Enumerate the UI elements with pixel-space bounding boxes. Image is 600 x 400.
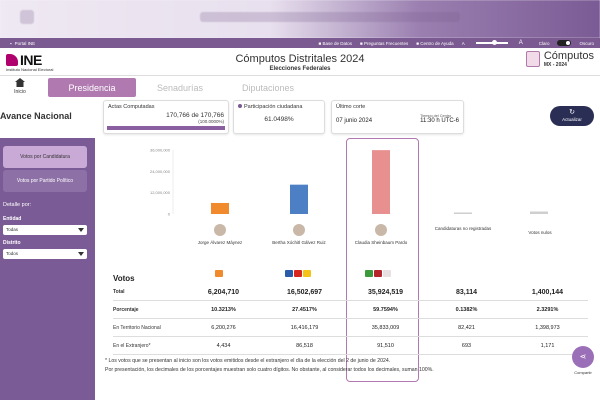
link-preguntas[interactable]: ■ Preguntas Frecuentes: [360, 40, 409, 46]
btn-votos-candidatura[interactable]: Votos por Candidatura: [3, 146, 87, 168]
computos-icon: [525, 51, 540, 67]
tab-diputaciones[interactable]: Diputaciones: [241, 82, 295, 93]
refresh-icon: ↻: [569, 109, 575, 116]
bar-1: [290, 184, 308, 214]
page-subtitle: Elecciones Federales: [269, 66, 331, 72]
corte-card: Último corte 07 junio 2024 Tiempo del Ce…: [331, 100, 464, 134]
table-row: Total 6,204,710 16,502,697 35,924,519 83,11…: [113, 284, 588, 301]
sidebar: Votos por Candidatura Votos por Partido …: [0, 138, 95, 400]
home-icon: [15, 78, 25, 87]
bar-0: [211, 202, 229, 214]
winner-highlight: [346, 138, 419, 382]
candidate-name: Jorge Álvarez Máynez: [197, 240, 243, 245]
top-utility-bar: ▪ Portal INE ■ Base de Datos ■ Preguntas…: [0, 38, 600, 48]
section-title: Avance Nacional: [0, 111, 72, 121]
chevron-down-icon: [78, 228, 84, 232]
actas-card: Actas Computadas 170,766 de 170,766 (100…: [103, 100, 229, 134]
blurred-bar: [200, 12, 460, 22]
entidad-select[interactable]: Todas: [3, 225, 87, 235]
table-row: En el Extranjero* 4,434 86,518 91,510 693 1,…: [113, 338, 588, 355]
candidate-name: Claudia Sheinbaum Pardo: [354, 240, 408, 245]
ine-logo[interactable]: INE Instituto Nacional Electoral: [6, 52, 54, 72]
actas-pct: (100.0000%): [198, 119, 224, 124]
footnote: Por presentación, los decimales de los p…: [105, 367, 434, 373]
candidate-name: Votos nulos: [528, 230, 552, 235]
y-tick-label: 0: [168, 212, 171, 217]
party-logos-mc: [215, 270, 223, 277]
table-row: En Territorio Nacional 6,200,276 16,416,1…: [113, 320, 588, 337]
share-icon: ⋖: [579, 352, 587, 361]
actas-value: 170,766 de 170,766: [166, 112, 224, 119]
font-size-large[interactable]: A: [518, 40, 523, 46]
y-tick-label: 36,000,000: [150, 148, 171, 153]
blurred-browser-area: [0, 0, 600, 38]
link-ayuda[interactable]: ■ Centro de Ayuda: [416, 40, 454, 46]
status-panel: Avance Nacional Actas Computadas 170,766…: [0, 98, 600, 138]
corte-hora: 11:30 h UTC-6: [420, 118, 459, 124]
theme-dark-label: Oscuro: [579, 40, 594, 46]
participacion-value: 61.0498%: [264, 116, 294, 123]
party-logos-fxm: [285, 270, 311, 277]
participacion-card: Participación ciudadana 61.0498%: [233, 100, 325, 134]
theme-light-label: Claro: [538, 40, 550, 46]
candidate-name: Candidaturas no registradas: [434, 226, 492, 231]
home-button[interactable]: Inicio: [6, 78, 34, 95]
bar-chart: 36,000,000 24,000,000 12,000,000 0: [150, 148, 548, 217]
portal-icon: ▪: [10, 40, 12, 46]
distrito-select[interactable]: Todos: [3, 249, 87, 259]
bar-4: [530, 211, 548, 214]
share-label: Compartir: [574, 370, 592, 375]
main-nav: Inicio Presidencia Senadurías Diputacion…: [0, 76, 600, 98]
main-content: 36,000,000 24,000,000 12,000,000 0 Jorge Ál…: [95, 138, 600, 400]
header: INE Instituto Nacional Electoral Cómputo…: [0, 48, 600, 76]
table-title: Votos: [113, 274, 135, 283]
corte-fecha: 07 junio 2024: [336, 118, 373, 124]
btn-votos-partido[interactable]: Votos por Partido Político: [3, 170, 87, 192]
avatar-maynez: [214, 224, 226, 236]
candidate-name: Bertha Xóchitl Gálvez Ruiz: [272, 240, 326, 245]
font-size-small[interactable]: A: [461, 40, 465, 46]
bar-3: [454, 212, 472, 214]
page-title: Cómputos Distritales 2024: [235, 53, 365, 65]
update-button[interactable]: ↻ Actualizar: [550, 106, 594, 126]
table-row: Porcentaje 10.3213% 27.4517% 59.7594% 0.138…: [113, 302, 588, 319]
bar-2: [372, 150, 390, 214]
entidad-label: Entidad: [3, 216, 22, 222]
party-logos-sha: [365, 270, 391, 277]
blurred-icon: [20, 10, 34, 24]
y-tick-label: 12,000,000: [150, 190, 171, 195]
y-tick-label: 24,000,000: [150, 169, 171, 174]
portal-link[interactable]: ▪ Portal INE: [10, 40, 36, 46]
distrito-label: Distrito: [3, 240, 21, 246]
chevron-down-icon: [78, 252, 84, 256]
info-dot-icon: [238, 104, 242, 108]
detail-label: Detalle por:: [3, 202, 32, 208]
tab-presidencia[interactable]: Presidencia: [48, 78, 136, 97]
link-base-datos[interactable]: ■ Base de Datos: [318, 40, 353, 46]
share-button[interactable]: ⋖: [572, 346, 594, 368]
avatar-galvez: [293, 224, 305, 236]
ine-logo-mark: [6, 54, 18, 66]
tab-senadurias[interactable]: Senadurías: [156, 82, 204, 93]
font-size-slider[interactable]: [475, 40, 508, 45]
footnote: * Los votos que se presentan al inicio s…: [105, 358, 391, 364]
actas-progress-bar: [107, 126, 225, 130]
theme-toggle[interactable]: [557, 40, 572, 46]
computos-logo: Cómputos MX - 2024: [525, 50, 594, 68]
avatar-sheinbaum: [375, 224, 387, 236]
